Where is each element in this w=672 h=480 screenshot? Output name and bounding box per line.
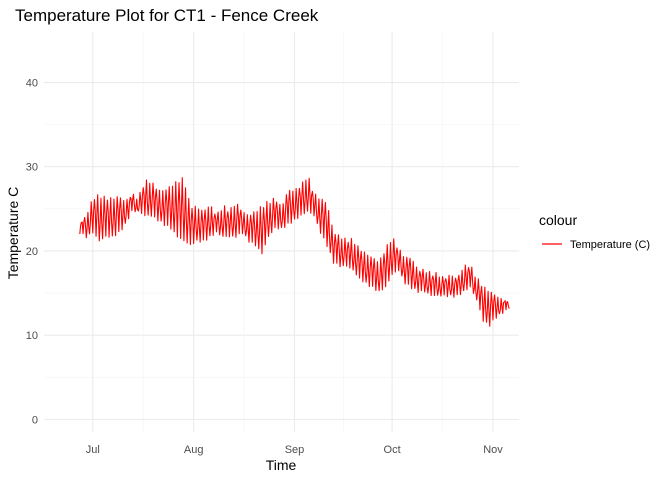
series-layer <box>79 177 510 327</box>
x-tick-label: Aug <box>184 444 204 456</box>
x-axis-ticks: Jul Aug Sep Oct Nov <box>86 444 503 456</box>
series-line-temperature <box>79 177 510 327</box>
x-tick-label: Sep <box>285 444 305 456</box>
x-tick-label: Jul <box>86 444 100 456</box>
y-tick-label: 0 <box>32 414 38 426</box>
y-axis-ticks: 0 10 20 30 40 <box>26 78 38 427</box>
x-tick-label: Nov <box>483 444 503 456</box>
chart-title: Temperature Plot for CT1 - Fence Creek <box>15 6 319 25</box>
legend: colour Temperature (C) <box>539 212 650 251</box>
y-tick-label: 30 <box>26 162 38 174</box>
y-tick-label: 20 <box>26 246 38 258</box>
legend-label-temperature: Temperature (C) <box>570 239 650 251</box>
x-axis-title: Time <box>266 457 297 473</box>
y-tick-label: 40 <box>26 78 38 90</box>
legend-title: colour <box>539 212 577 228</box>
x-tick-label: Oct <box>384 444 401 456</box>
y-tick-label: 10 <box>26 330 38 342</box>
y-axis-title: Temperature C <box>5 187 21 280</box>
